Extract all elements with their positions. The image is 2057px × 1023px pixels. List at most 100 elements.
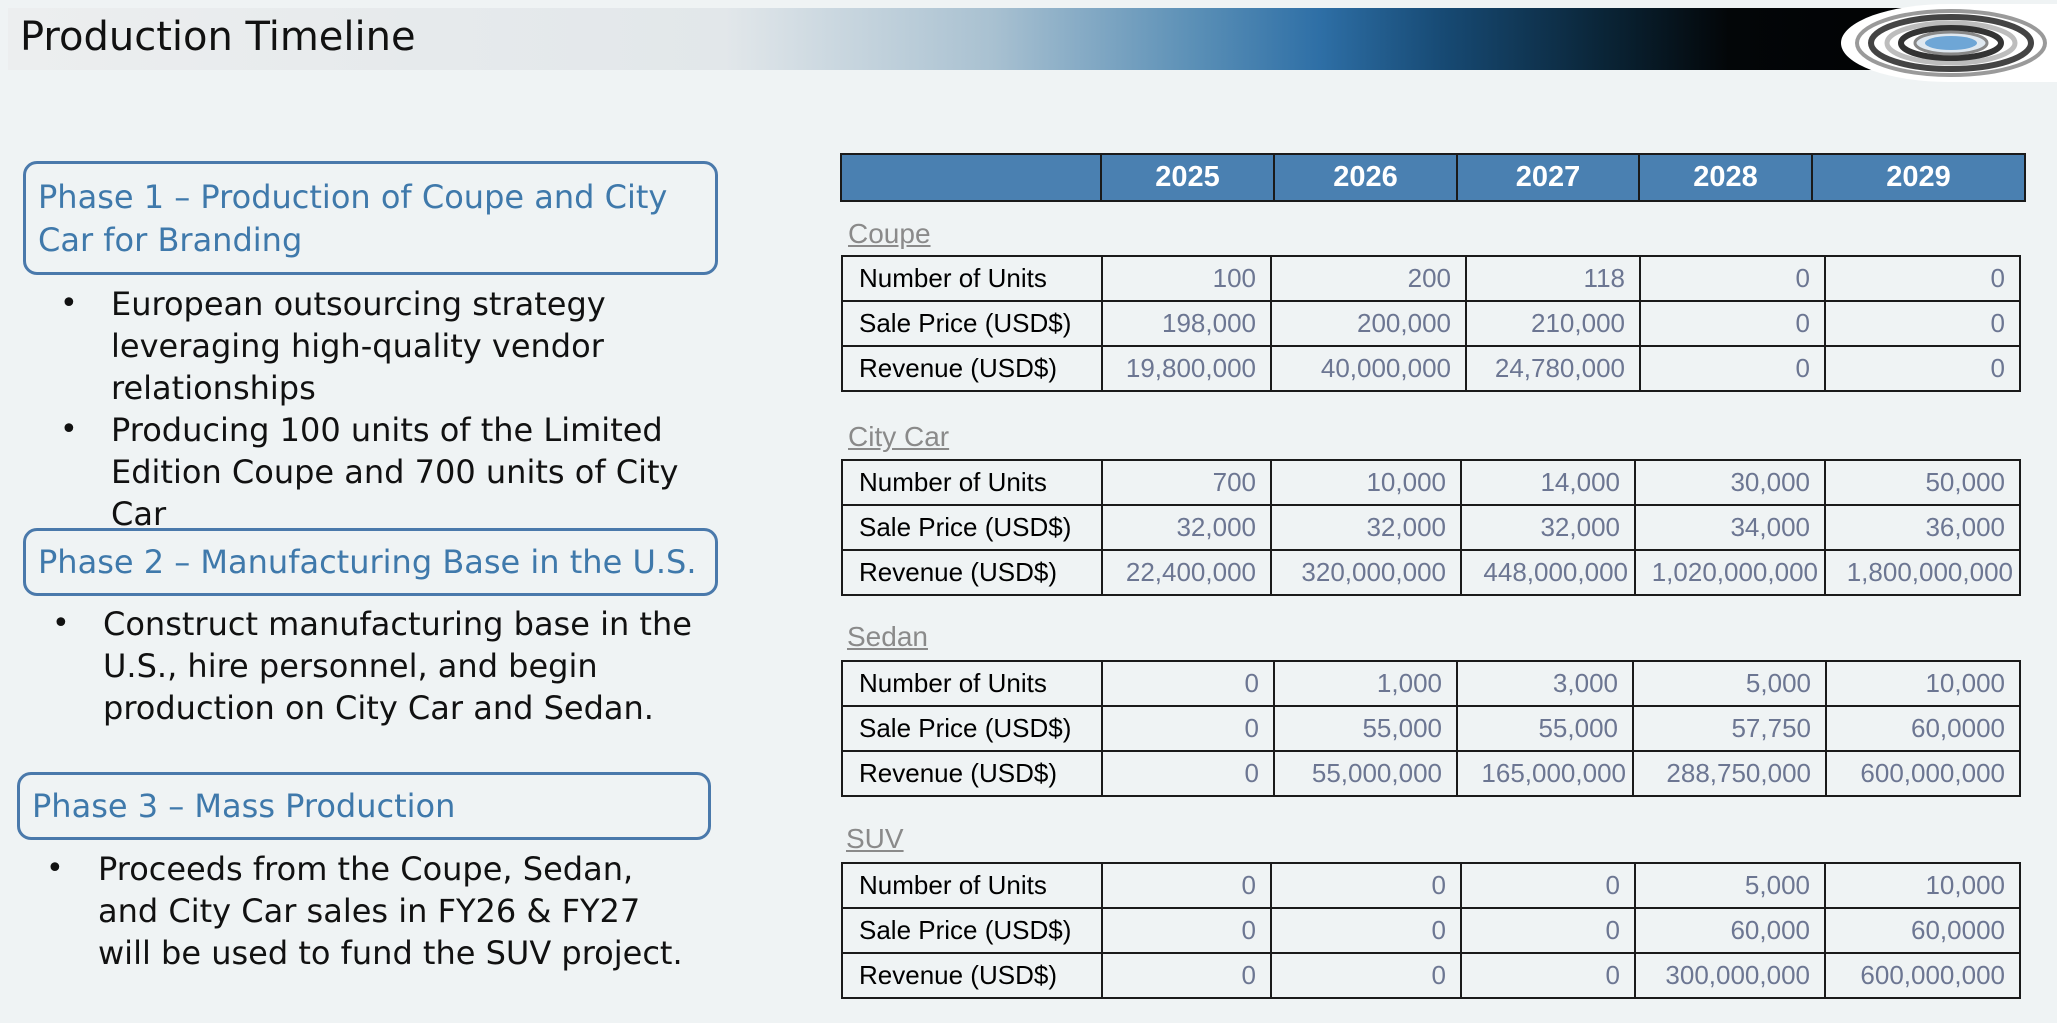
table-cell: 0 [1270, 952, 1462, 999]
table-cell: 600,000,000 [1825, 750, 2021, 797]
table-cell: 0 [1824, 300, 2021, 347]
section-label-sedan: Sedan [847, 621, 928, 652]
bullet-text: Proceeds from the Coupe, Sedan, and City… [98, 850, 683, 972]
table-cell: 34,000 [1634, 504, 1826, 551]
table-coupe: Number of Units 100 200 118 0 0 Sale Pri… [841, 255, 2021, 392]
table-cell: 19,800,000 [1101, 345, 1272, 392]
table-cell: 0 [1460, 907, 1636, 954]
table-cell: 57,750 [1632, 705, 1827, 752]
table-suv: Number of Units 0 0 0 5,000 10,000 Sale … [841, 862, 2021, 999]
table-cell: 700 [1101, 459, 1272, 506]
list-item: • Producing 100 units of the Limited Edi… [60, 409, 740, 535]
table-cell: 0 [1639, 255, 1826, 302]
bullet-icon: • [46, 851, 64, 886]
list-item: • Proceeds from the Coupe, Sedan, and Ci… [46, 848, 696, 974]
table-cell: 24,780,000 [1465, 345, 1641, 392]
table-cell: 0 [1639, 345, 1826, 392]
table-cell: 0 [1270, 907, 1462, 954]
phase-1-bullets: • European outsourcing strategy leveragi… [60, 283, 740, 535]
table-cell: 32,000 [1460, 504, 1636, 551]
row-label: Number of Units [841, 255, 1103, 302]
year-header: 2026 [1273, 153, 1458, 202]
table-cell: 14,000 [1460, 459, 1636, 506]
table-cell: 0 [1639, 300, 1826, 347]
table-cell: 0 [1460, 862, 1636, 909]
bullet-text: Producing 100 units of the Limited Editi… [111, 411, 679, 533]
phase-2-title-box: Phase 2 – Manufacturing Base in the U.S. [23, 528, 718, 596]
bullet-icon: • [52, 606, 70, 641]
table-cell: 55,000 [1456, 705, 1634, 752]
table-cell: 1,020,000,000 [1634, 549, 1826, 596]
table-row: Revenue (USD$) 22,400,000 320,000,000 44… [841, 549, 2021, 596]
table-cell: 32,000 [1101, 504, 1272, 551]
table-cell: 300,000,000 [1634, 952, 1826, 999]
company-logo [1841, 4, 2057, 82]
table-cell: 55,000,000 [1273, 750, 1458, 797]
table-cell: 320,000,000 [1270, 549, 1462, 596]
table-row: Revenue (USD$) 0 0 0 300,000,000 600,000… [841, 952, 2021, 999]
table-cell: 200,000 [1270, 300, 1467, 347]
header-corner-cell [840, 153, 1102, 202]
table-cell: 0 [1824, 255, 2021, 302]
table-cell: 10,000 [1824, 862, 2021, 909]
table-city-car: Number of Units 700 10,000 14,000 30,000… [841, 459, 2021, 596]
table-cell: 198,000 [1101, 300, 1272, 347]
table-row: Revenue (USD$) 19,800,000 40,000,000 24,… [841, 345, 2021, 392]
table-cell: 210,000 [1465, 300, 1641, 347]
row-label: Revenue (USD$) [841, 345, 1103, 392]
table-cell: 55,000 [1273, 705, 1458, 752]
row-label: Number of Units [841, 459, 1103, 506]
table-row: Sale Price (USD$) 0 0 0 60,000 60,0000 [841, 907, 2021, 954]
row-label: Number of Units [841, 862, 1103, 909]
table-cell: 100 [1101, 255, 1272, 302]
table-row: Sale Price (USD$) 32,000 32,000 32,000 3… [841, 504, 2021, 551]
table-cell: 0 [1101, 660, 1275, 707]
list-item: • European outsourcing strategy leveragi… [60, 283, 740, 409]
table-cell: 0 [1101, 862, 1272, 909]
phase-1-title: Phase 1 – Production of Coupe and City C… [38, 178, 668, 259]
table-row: Number of Units 100 200 118 0 0 [841, 255, 2021, 302]
table-cell: 600,000,000 [1824, 952, 2021, 999]
table-cell: 0 [1101, 705, 1275, 752]
table-cell: 1,800,000,000 [1824, 549, 2021, 596]
page-title: Production Timeline [20, 14, 416, 60]
table-cell: 0 [1460, 952, 1636, 999]
row-label: Sale Price (USD$) [841, 504, 1103, 551]
row-label: Revenue (USD$) [841, 952, 1103, 999]
table-cell: 0 [1270, 862, 1462, 909]
row-label: Revenue (USD$) [841, 549, 1103, 596]
table-cell: 0 [1824, 345, 2021, 392]
table-cell: 60,0000 [1824, 907, 2021, 954]
list-item: • Construct manufacturing base in the U.… [52, 603, 702, 729]
year-header: 2027 [1456, 153, 1640, 202]
table-cell: 32,000 [1270, 504, 1462, 551]
section-label-city-car: City Car [848, 421, 950, 452]
logo-rings-icon [1855, 9, 2047, 77]
table-cell: 288,750,000 [1632, 750, 1827, 797]
bullet-text: European outsourcing strategy leveraging… [111, 285, 606, 407]
section-label-suv: SUV [846, 823, 904, 854]
table-row: Sale Price (USD$) 198,000 200,000 210,00… [841, 300, 2021, 347]
bullet-icon: • [60, 286, 78, 321]
table-row: Sale Price (USD$) 0 55,000 55,000 57,750… [841, 705, 2021, 752]
table-cell: 0 [1101, 952, 1272, 999]
table-cell: 165,000,000 [1456, 750, 1634, 797]
table-cell: 200 [1270, 255, 1467, 302]
section-label-coupe: Coupe [848, 218, 931, 249]
year-header-row: 2025 2026 2027 2028 2029 [840, 153, 2026, 202]
table-cell: 30,000 [1634, 459, 1826, 506]
phase-1-title-box: Phase 1 – Production of Coupe and City C… [23, 161, 718, 275]
year-header: 2025 [1100, 153, 1275, 202]
table-cell: 5,000 [1632, 660, 1827, 707]
bullet-icon: • [60, 412, 78, 447]
phase-2-title: Phase 2 – Manufacturing Base in the U.S. [38, 543, 697, 581]
table-cell: 0 [1101, 907, 1272, 954]
bullet-text: Construct manufacturing base in the U.S.… [103, 605, 692, 727]
table-cell: 3,000 [1456, 660, 1634, 707]
table-row: Revenue (USD$) 0 55,000,000 165,000,000 … [841, 750, 2021, 797]
table-row: Number of Units 0 1,000 3,000 5,000 10,0… [841, 660, 2021, 707]
row-label: Sale Price (USD$) [841, 907, 1103, 954]
title-bar: Production Timeline [8, 4, 2057, 82]
row-label: Sale Price (USD$) [841, 705, 1103, 752]
table-cell: 22,400,000 [1101, 549, 1272, 596]
